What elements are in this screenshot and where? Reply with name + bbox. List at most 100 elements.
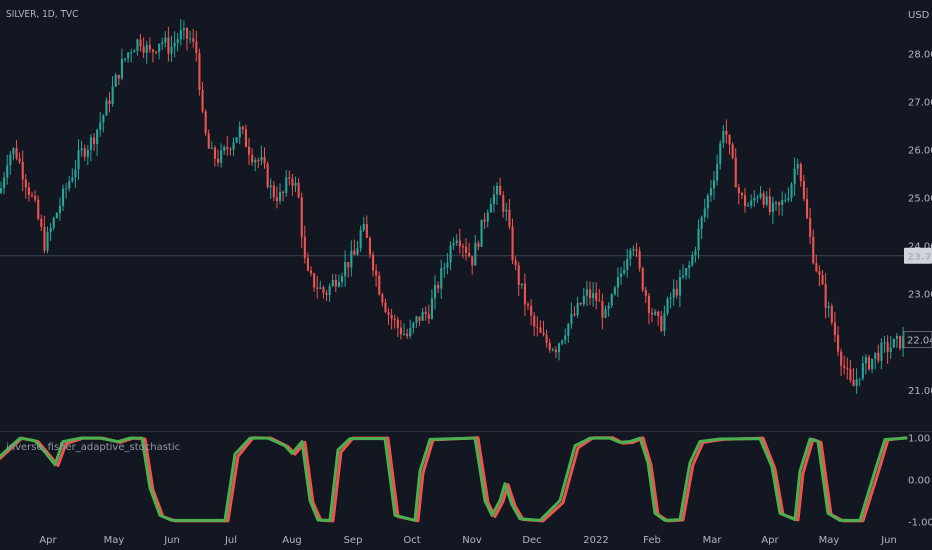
candle-body	[589, 289, 592, 299]
time-tick-label: Aug	[282, 535, 302, 546]
candle-body	[176, 39, 179, 43]
candle-body	[148, 44, 151, 50]
candle-body	[136, 39, 139, 51]
candle-body	[213, 147, 216, 159]
candle-body	[387, 311, 390, 316]
price-tick-label: 24.00	[908, 242, 932, 253]
candle-body	[142, 46, 145, 53]
candle-body	[96, 129, 99, 144]
candle-body	[424, 311, 427, 315]
candle-body	[666, 298, 669, 314]
candle-body	[849, 368, 852, 381]
candle-body	[691, 254, 694, 266]
candle-body	[861, 363, 864, 379]
candle-body	[195, 41, 198, 54]
time-axis[interactable]: Apr May Jun Jul Aug Sep Oct Nov Dec 2022 Feb Mar Apr…	[39, 535, 896, 546]
candle-body	[700, 217, 703, 229]
candle-body	[409, 328, 412, 337]
candle-body	[303, 236, 306, 259]
candle-body	[443, 267, 446, 269]
candle-body	[716, 164, 719, 181]
candle-body	[310, 270, 313, 274]
candle-body	[316, 287, 319, 289]
candle-body	[511, 226, 514, 261]
candle-body	[499, 185, 502, 196]
candle-body	[768, 196, 771, 213]
candle-body	[756, 197, 759, 199]
candle-body	[647, 295, 650, 313]
candle-body	[43, 226, 46, 251]
candle-body	[554, 349, 557, 353]
candle-body	[437, 284, 440, 289]
candle-body	[111, 86, 114, 105]
price-tick-label: 26.00	[908, 146, 932, 157]
candle-body	[657, 311, 660, 316]
candle-body	[158, 43, 161, 52]
candle-body	[415, 316, 418, 323]
fast-line	[0, 436, 908, 522]
candle-body	[781, 200, 784, 205]
candle-body	[49, 227, 52, 233]
candle-body	[790, 184, 793, 198]
candle-body	[468, 252, 471, 257]
candle-body	[260, 156, 263, 161]
candle-body	[858, 378, 861, 380]
time-tick-label: Jul	[224, 535, 237, 546]
time-tick-label: Dec	[522, 535, 541, 546]
candle-body	[77, 150, 80, 170]
candle-body	[675, 288, 678, 296]
candle-body	[465, 246, 468, 253]
candle-body	[651, 312, 654, 315]
price-tick-label: 23.00	[908, 290, 932, 301]
candle-body	[381, 294, 384, 303]
candle-body	[582, 295, 585, 305]
candle-body	[179, 29, 182, 40]
candle-body	[418, 316, 421, 321]
price-axis[interactable]: USD 28.0027.0026.0025.0024.0023.0022.002…	[903, 10, 932, 397]
candle-body	[474, 242, 477, 266]
candle-body	[269, 185, 272, 188]
candle-body	[145, 44, 148, 53]
candle-body	[728, 134, 731, 145]
candle-body	[182, 28, 185, 30]
candle-body	[108, 100, 111, 105]
candle-body	[313, 273, 316, 288]
candle-body	[300, 197, 303, 237]
candle-body	[192, 38, 195, 42]
candle-body	[368, 237, 371, 255]
candle-body	[359, 230, 362, 249]
candle-body	[46, 232, 49, 251]
indicator-axis[interactable]: 1.00 0.00 -1.00	[908, 433, 932, 528]
candle-body	[868, 357, 871, 370]
candle-body	[706, 195, 709, 209]
candle-body	[585, 289, 588, 296]
candle-body	[793, 168, 796, 185]
candle-body	[55, 213, 58, 219]
candle-body	[6, 165, 9, 178]
candle-body	[412, 322, 415, 329]
indicator-pane[interactable]	[0, 436, 908, 523]
candle-body	[548, 342, 551, 350]
candle-body	[616, 277, 619, 288]
candle-body	[337, 282, 340, 287]
candle-body	[530, 305, 533, 316]
candle-body	[325, 292, 328, 295]
candle-body	[356, 248, 359, 255]
candle-body	[173, 42, 176, 47]
candle-body	[71, 177, 74, 182]
candle-body	[713, 180, 716, 189]
candle-body	[421, 311, 424, 321]
candle-body	[725, 130, 728, 135]
candle-body	[251, 154, 254, 163]
candle-body	[151, 49, 154, 52]
candle-body	[350, 250, 353, 268]
candle-body	[480, 219, 483, 247]
price-pane[interactable]	[0, 18, 905, 394]
candle-body	[837, 334, 840, 352]
candle-body	[663, 313, 666, 331]
candle-body	[483, 219, 486, 222]
time-tick-label: Apr	[39, 535, 57, 546]
candle-body	[567, 323, 570, 336]
candle-body	[874, 352, 877, 359]
